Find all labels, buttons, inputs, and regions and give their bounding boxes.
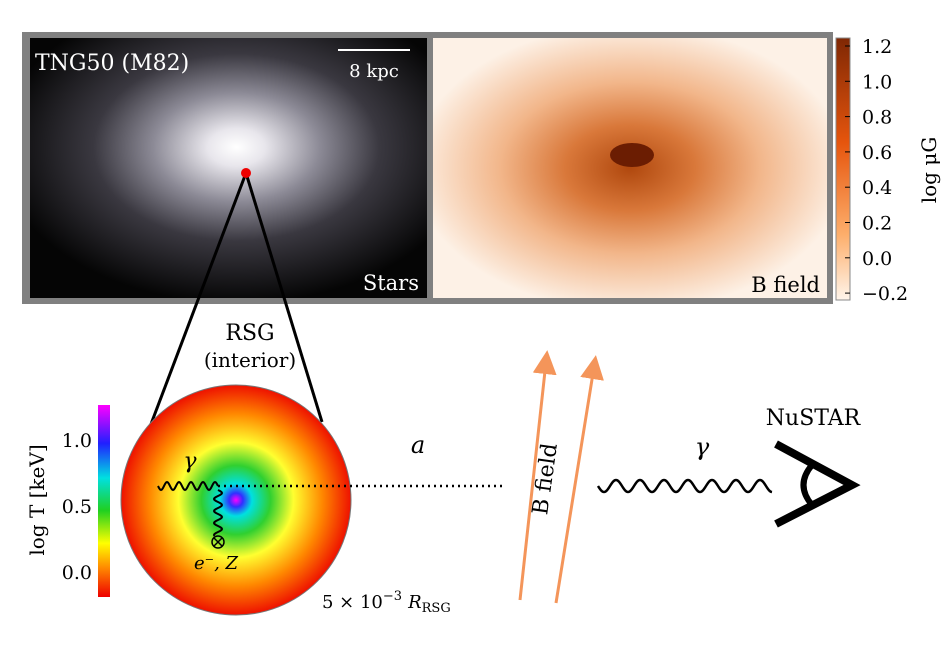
- photon-label: γ: [183, 449, 197, 474]
- photon-wave: [212, 489, 224, 537]
- field-arrow: [518, 350, 557, 601]
- zoom-line: [244, 172, 324, 423]
- tick-label: 0.6: [862, 142, 892, 164]
- tick-label: 1.0: [62, 430, 92, 452]
- rsg-title: RSG: [225, 321, 274, 346]
- photon-wave: [157, 480, 219, 492]
- tick-label: 0.8: [862, 107, 892, 129]
- tick-label: −0.2: [862, 283, 908, 305]
- b-field-image: [433, 38, 827, 298]
- rsg-marker: [241, 168, 251, 178]
- tick-label: 0.0: [862, 248, 892, 270]
- scale-exponent: −3: [383, 589, 402, 604]
- colorbar-ticks: 1.0 0.5 0.0: [62, 430, 92, 584]
- photon-wave: [596, 478, 773, 494]
- stars-label: Stars: [363, 271, 419, 295]
- tick-label: 0.5: [62, 496, 92, 518]
- scatterer-label: e⁻, Z: [194, 553, 239, 574]
- tick-label: 0.2: [862, 213, 892, 235]
- colorbar: [835, 37, 851, 301]
- detector-eye: [774, 440, 861, 528]
- scale-label: 5 × 10−3 RRSG: [322, 589, 451, 616]
- scale-label: 8 kpc: [349, 61, 399, 82]
- scale-base: 5 × 10: [322, 592, 383, 613]
- scale-symbol: R: [407, 592, 422, 613]
- scatterer: [211, 535, 225, 549]
- b-field-label: B field: [751, 273, 820, 297]
- colorbar-label: log μG: [917, 137, 941, 204]
- scatterer-cross: [213, 537, 223, 547]
- colorbar-label: log T [keV]: [25, 444, 49, 555]
- photon-label: γ: [695, 433, 710, 461]
- detector-label: NuSTAR: [766, 406, 862, 431]
- tick-label: 1.2: [862, 36, 892, 58]
- field-label: B field: [528, 442, 563, 517]
- axion-label: a: [411, 431, 425, 459]
- tick-label: 0.4: [862, 177, 892, 199]
- rsg-interior: [120, 384, 352, 616]
- panel-label: TNG50 (M82): [35, 51, 189, 76]
- zoom-line: [146, 172, 248, 433]
- stars-image: [30, 38, 427, 298]
- field-arrow: [554, 355, 604, 604]
- b-field-core: [610, 143, 654, 167]
- tick-label: 1.0: [862, 71, 892, 93]
- colorbar-ticks: 1.2 1.0 0.8 0.6 0.4 0.2 0.0 −0.2: [845, 36, 908, 305]
- rsg-subtitle: (interior): [204, 348, 296, 372]
- temperature-colorbar: [98, 405, 110, 597]
- scale-subscript: RSG: [422, 601, 451, 616]
- detector-pupil: [800, 463, 815, 507]
- tick-label: 0.0: [62, 562, 92, 584]
